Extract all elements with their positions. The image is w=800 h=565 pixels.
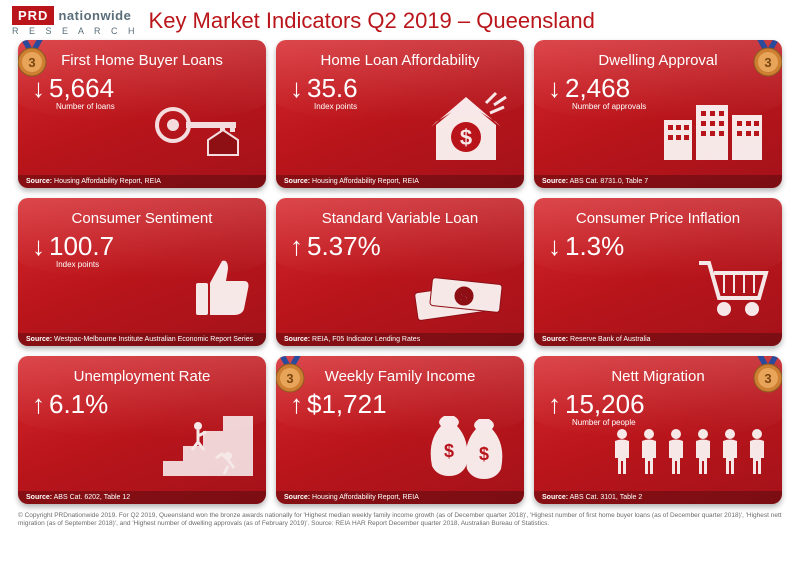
indicator-card: Consumer Price Inflation ↓ 1.3% Source: …	[534, 198, 782, 346]
indicator-card: 3 Weekly Family Income ↑ $1,721 $$ Sourc…	[276, 356, 524, 504]
arrow-down-icon: ↓	[32, 233, 45, 259]
footer-copyright: © Copyright PRDnationwide 2019. For Q2 2…	[0, 510, 800, 528]
card-source: Source: Reserve Bank of Australia	[534, 333, 782, 346]
indicator-card: Home Loan Affordability ↓ 35.6 Index poi…	[276, 40, 524, 188]
buildings-icon	[654, 85, 774, 170]
indicator-card: 3 First Home Buyer Loans ↓ 5,664 Number …	[18, 40, 266, 188]
arrow-down-icon: ↓	[548, 233, 561, 259]
card-source: Source: Housing Affordability Report, RE…	[18, 175, 266, 188]
cart-icon	[694, 253, 774, 328]
arrow-down-icon: ↓	[290, 75, 303, 101]
card-title: Unemployment Rate	[32, 368, 252, 385]
logo-research: R E S E A R C H	[12, 26, 139, 36]
card-title: Consumer Price Inflation	[548, 210, 768, 227]
moneybags-icon: $$	[416, 401, 516, 486]
indicator-card: 3 Nett Migration ↑ 15,206 Number of peop…	[534, 356, 782, 504]
indicator-card: Consumer Sentiment ↓ 100.7 Index points …	[18, 198, 266, 346]
card-value: 100.7	[49, 233, 114, 259]
card-value: $1,721	[307, 391, 387, 417]
svg-text:3: 3	[28, 55, 35, 70]
svg-text:3: 3	[286, 371, 293, 386]
card-metric: ↑ 15,206	[548, 391, 768, 417]
house-dollar-icon: $	[416, 85, 516, 170]
card-value: 6.1%	[49, 391, 108, 417]
card-value: 5,664	[49, 75, 114, 101]
arrow-up-icon: ↑	[32, 391, 45, 417]
thumb-icon	[188, 253, 258, 328]
key-icon	[148, 95, 258, 170]
svg-text:$: $	[460, 125, 472, 150]
svg-text:$: $	[479, 444, 489, 464]
bronze-medal-icon: 3	[748, 40, 782, 85]
people-icon	[604, 426, 774, 486]
card-source: Source: ABS Cat. 6202, Table 12	[18, 491, 266, 504]
card-grid: 3 First Home Buyer Loans ↓ 5,664 Number …	[0, 40, 800, 510]
svg-text:3: 3	[764, 55, 771, 70]
bronze-medal-icon: 3	[18, 40, 52, 85]
card-title: First Home Buyer Loans	[32, 52, 252, 69]
stairs-icon	[158, 406, 258, 486]
card-source: Source: Westpac-Melbourne Institute Aust…	[18, 333, 266, 346]
card-value: 5.37%	[307, 233, 381, 259]
card-value: 15,206	[565, 391, 645, 417]
svg-text:$: $	[444, 441, 454, 461]
logo-prd: PRD	[12, 6, 54, 25]
card-title: Consumer Sentiment	[32, 210, 252, 227]
card-title: Standard Variable Loan	[290, 210, 510, 227]
card-source: Source: ABS Cat. 3101, Table 2	[534, 491, 782, 504]
card-metric: ↑ 5.37%	[290, 233, 510, 259]
arrow-up-icon: ↑	[548, 391, 561, 417]
card-value: 35.6	[307, 75, 358, 101]
indicator-card: 3 Dwelling Approval ↓ 2,468 Number of ap…	[534, 40, 782, 188]
card-title: Weekly Family Income	[290, 368, 510, 385]
arrow-down-icon: ↓	[548, 75, 561, 101]
card-value: 1.3%	[565, 233, 624, 259]
svg-text:$: $	[460, 289, 468, 304]
card-title: Nett Migration	[548, 368, 768, 385]
bronze-medal-icon: 3	[276, 356, 310, 401]
card-title: Home Loan Affordability	[290, 52, 510, 69]
indicator-card: Unemployment Rate ↑ 6.1% Source: ABS Cat…	[18, 356, 266, 504]
logo: PRD nationwide R E S E A R C H	[12, 6, 139, 36]
page-title: Key Market Indicators Q2 2019 – Queensla…	[149, 8, 595, 34]
card-source: Source: Housing Affordability Report, RE…	[276, 175, 524, 188]
arrow-up-icon: ↑	[290, 233, 303, 259]
cash-icon: $	[406, 263, 516, 328]
bronze-medal-icon: 3	[748, 356, 782, 401]
card-value: 2,468	[565, 75, 630, 101]
indicator-card: Standard Variable Loan ↑ 5.37% $ Source:…	[276, 198, 524, 346]
header: PRD nationwide R E S E A R C H Key Marke…	[0, 0, 800, 40]
card-source: Source: ABS Cat. 8731.0, Table 7	[534, 175, 782, 188]
card-source: Source: Housing Affordability Report, RE…	[276, 491, 524, 504]
card-title: Dwelling Approval	[548, 52, 768, 69]
card-source: Source: REIA, F05 Indicator Lending Rate…	[276, 333, 524, 346]
svg-text:3: 3	[764, 371, 771, 386]
logo-nationwide: nationwide	[54, 6, 135, 25]
